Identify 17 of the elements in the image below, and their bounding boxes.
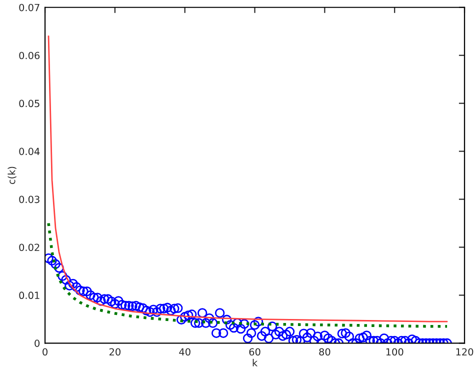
x-tick-label: 100 [386,348,404,356]
x-tick-label: 120 [456,348,474,356]
x-axis-title: k [252,358,258,366]
x-tick-label: 60 [249,348,260,356]
y-tick-label: 0 [34,340,40,347]
y-tick-label: 0.03 [19,196,40,204]
x-tick-label: 40 [179,348,190,356]
x-tick-label: 20 [109,348,120,356]
y-tick-label: 0.01 [19,292,40,300]
y-tick-label: 0.07 [19,4,40,12]
x-tick-label: 0 [42,348,48,356]
y-tick-label: 0.05 [19,100,40,108]
y-axis-title: c(k) [8,166,16,184]
y-tick-label: 0.02 [19,244,40,252]
y-tick-label: 0.06 [19,52,40,60]
x-tick-label: 80 [319,348,330,356]
y-tick-label: 0.04 [19,148,40,156]
